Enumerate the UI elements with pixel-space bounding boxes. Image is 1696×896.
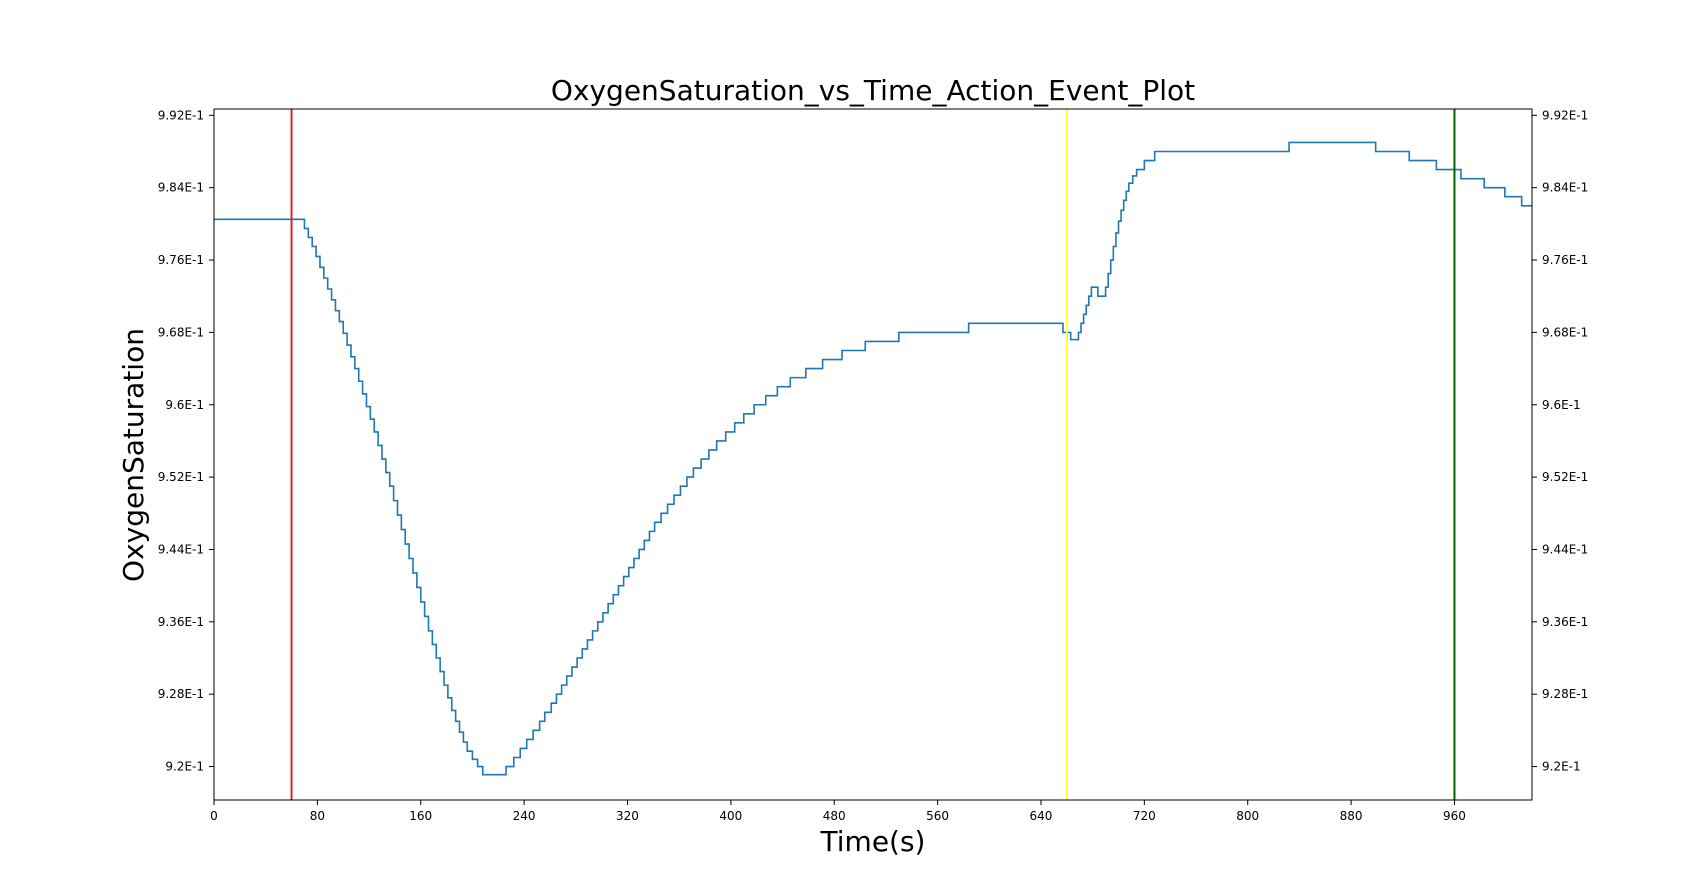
x-tick-label: 560 bbox=[926, 809, 949, 823]
x-tick-label: 0 bbox=[210, 809, 218, 823]
x-tick-label: 960 bbox=[1443, 809, 1466, 823]
y-tick-label-right: 9.36E-1 bbox=[1542, 615, 1588, 629]
plot-area: 0 80 160 240 320 400 480 560 640 720 800 880 960 9.2E… bbox=[158, 108, 1589, 823]
series-line-0 bbox=[214, 141, 1532, 776]
x-tick-label: 800 bbox=[1236, 809, 1259, 823]
x-tick-label: 880 bbox=[1340, 809, 1363, 823]
x-tick-label: 480 bbox=[823, 809, 846, 823]
y-tick-label-left: 9.92E-1 bbox=[158, 108, 204, 122]
y-tick-label-right: 9.92E-1 bbox=[1542, 108, 1588, 122]
y-tick-label-right: 9.68E-1 bbox=[1542, 325, 1588, 339]
x-tick-label: 640 bbox=[1030, 809, 1053, 823]
y-tick-label-left: 9.76E-1 bbox=[158, 253, 204, 267]
x-tick-label: 720 bbox=[1133, 809, 1156, 823]
y-tick-label-left: 9.84E-1 bbox=[158, 181, 204, 195]
plot-frame bbox=[213, 108, 1533, 801]
y-tick-label-left: 9.6E-1 bbox=[165, 398, 204, 412]
x-tick-label: 400 bbox=[719, 809, 742, 823]
y-tick-label-left: 9.44E-1 bbox=[158, 542, 204, 556]
y-tick-label-left: 9.28E-1 bbox=[158, 687, 204, 701]
y-tick-label-right: 9.44E-1 bbox=[1542, 542, 1588, 556]
y-tick-label-left: 9.68E-1 bbox=[158, 325, 204, 339]
y-axis-label: OxygenSaturation bbox=[117, 328, 150, 582]
chart-title: OxygenSaturation_vs_Time_Action_Event_Pl… bbox=[551, 74, 1195, 107]
x-tick-label: 160 bbox=[409, 809, 432, 823]
y-tick-label-right: 9.28E-1 bbox=[1542, 687, 1588, 701]
x-axis-label: Time(s) bbox=[820, 825, 926, 858]
x-tick-label: 80 bbox=[310, 809, 325, 823]
y-tick-label-right: 9.76E-1 bbox=[1542, 253, 1588, 267]
x-tick-label: 320 bbox=[616, 809, 639, 823]
y-tick-label-right: 9.6E-1 bbox=[1542, 398, 1581, 412]
y-tick-label-right: 9.52E-1 bbox=[1542, 470, 1588, 484]
y-tick-label-left: 9.36E-1 bbox=[158, 615, 204, 629]
x-tick-label: 240 bbox=[513, 809, 536, 823]
y-tick-label-right: 9.84E-1 bbox=[1542, 181, 1588, 195]
y-tick-label-left: 9.2E-1 bbox=[165, 760, 204, 774]
y-tick-label-left: 9.52E-1 bbox=[158, 470, 204, 484]
y-tick-label-right: 9.2E-1 bbox=[1542, 760, 1581, 774]
